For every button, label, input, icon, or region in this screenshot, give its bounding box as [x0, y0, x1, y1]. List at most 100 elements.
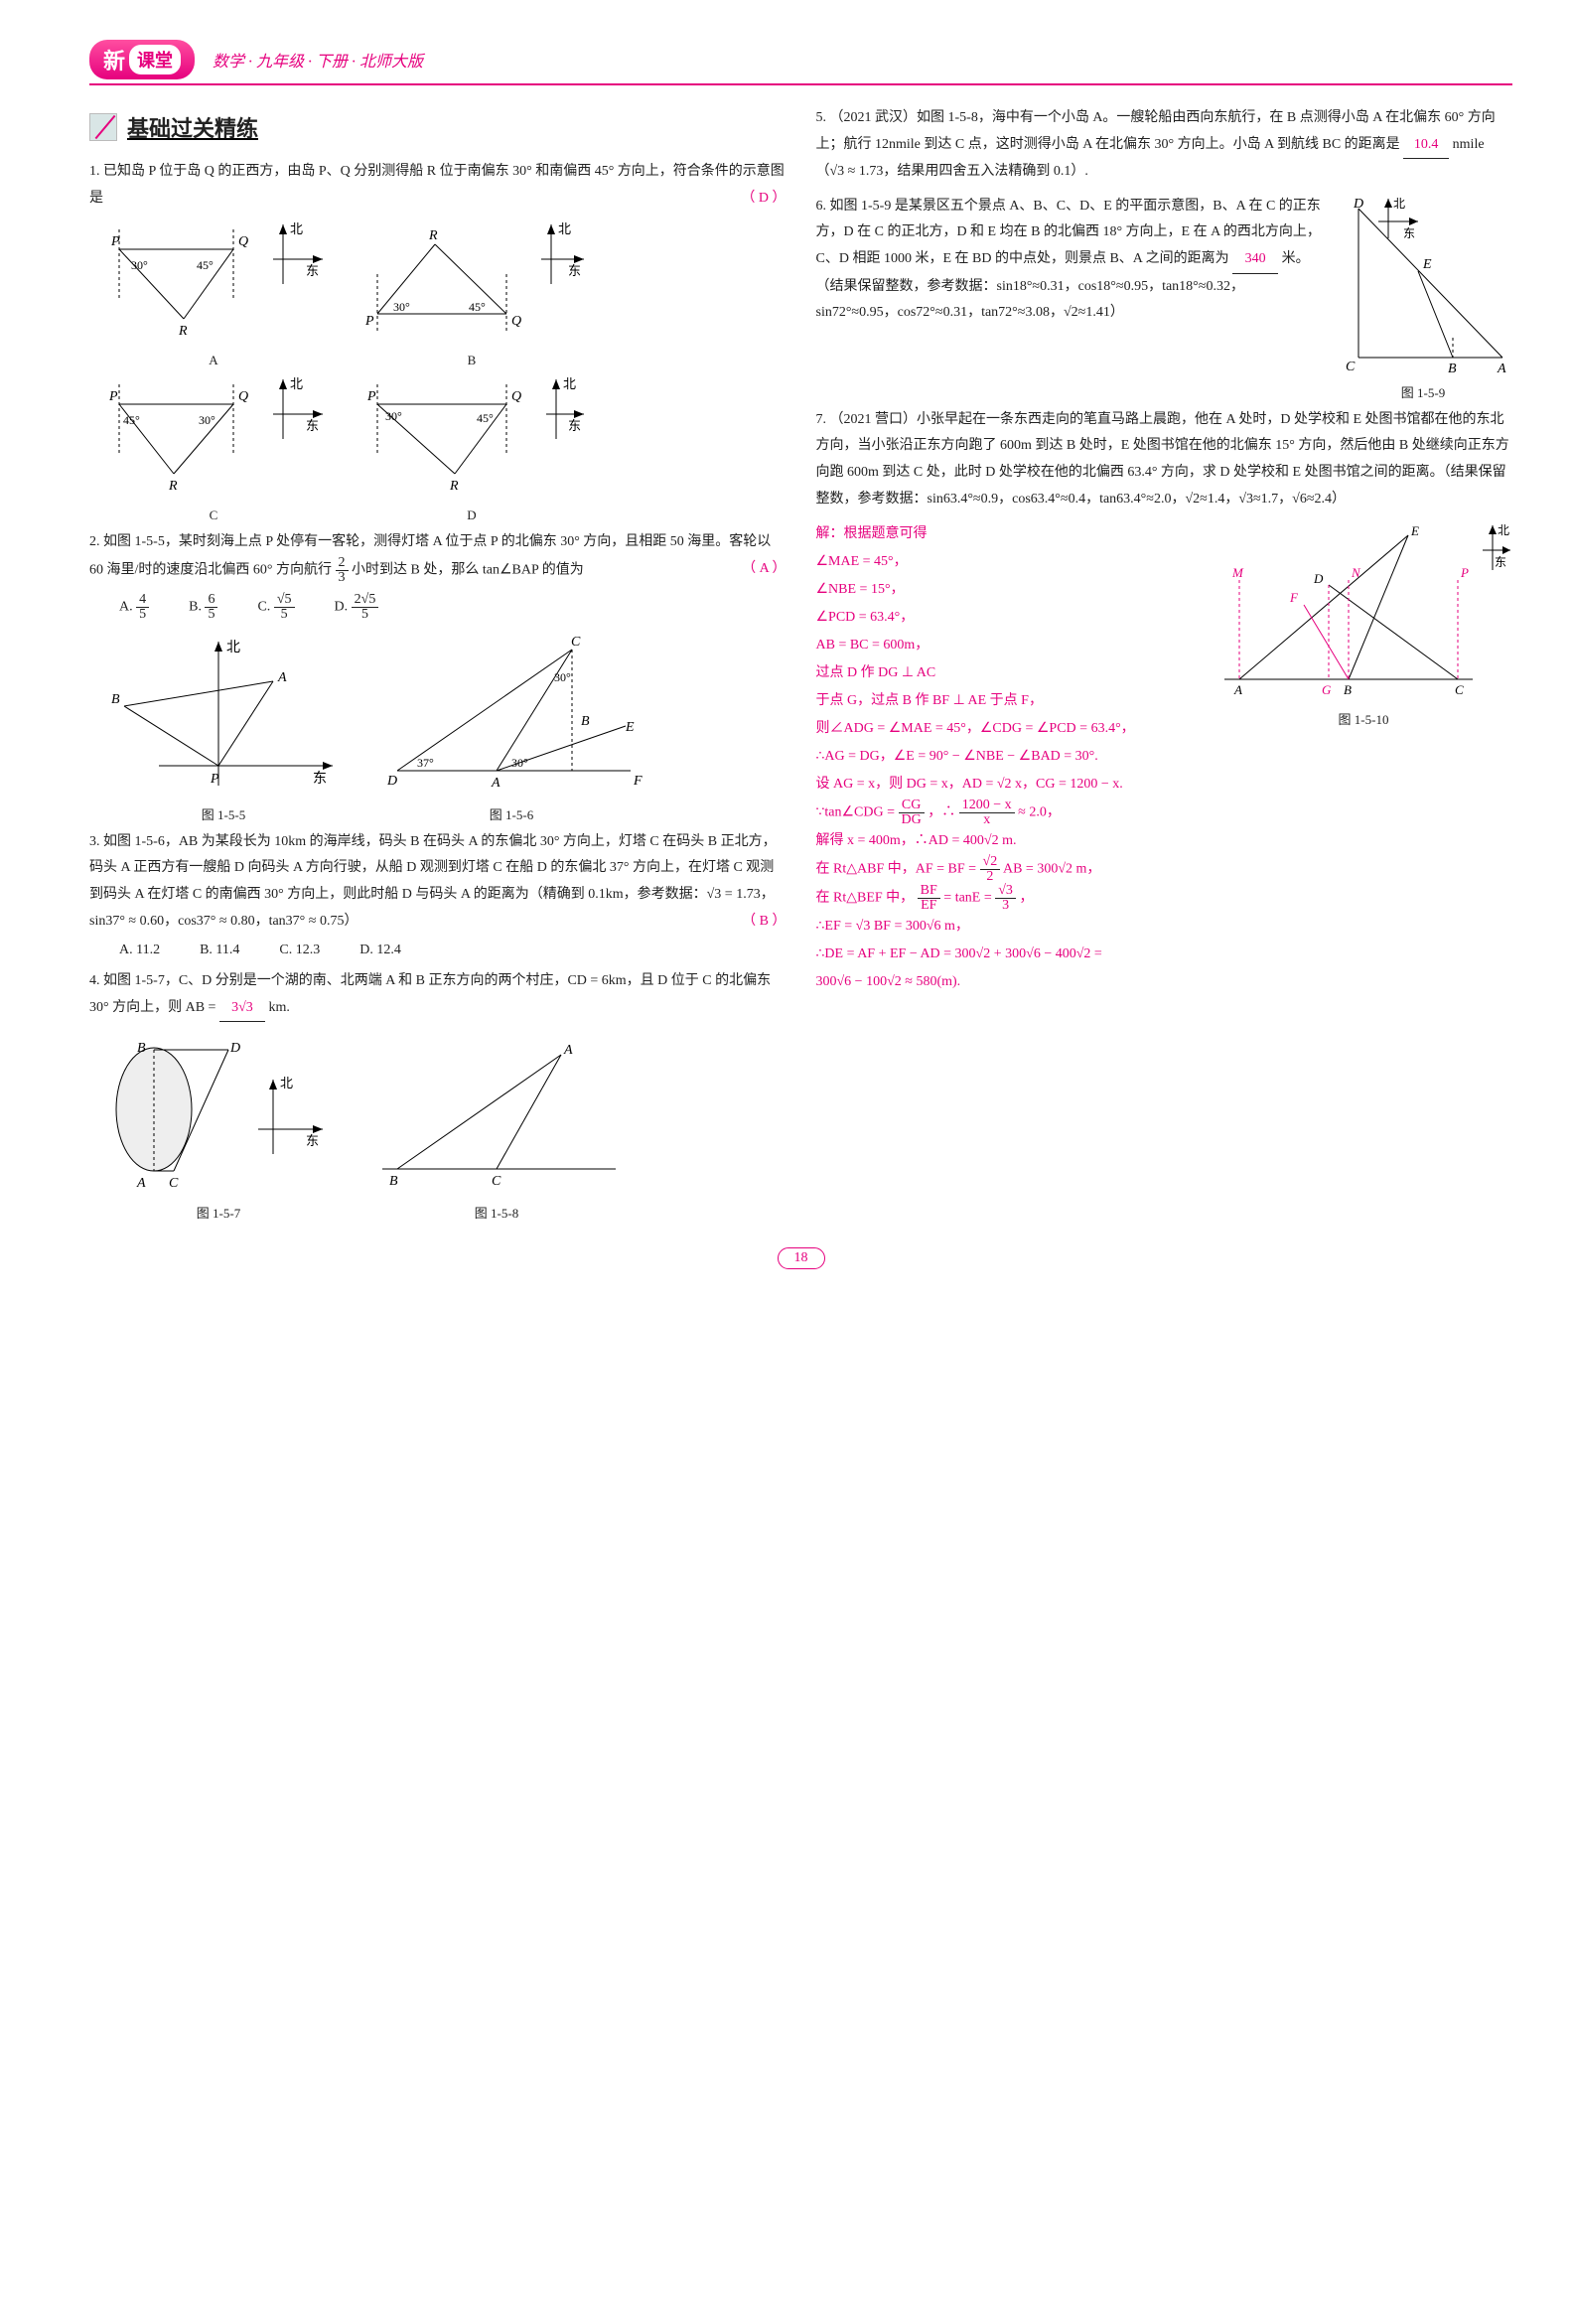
page-number-wrap: 18 [89, 1247, 1512, 1269]
q2-frac: 23 [336, 556, 349, 585]
fig156-svg: D A C B E F 37° 30° 30° [377, 632, 645, 800]
q5-body1: （2021 武汉）如图 1-5-8，海中有一个小岛 A。一艘轮船由西向东航行，在… [816, 110, 1496, 152]
svg-text:30°: 30° [511, 756, 528, 770]
sol-l11: 解得 x = 400m，∴AD = 400√2 m. [816, 827, 1513, 855]
svg-text:东: 东 [568, 418, 581, 433]
svg-text:Q: Q [511, 314, 521, 329]
svg-text:45°: 45° [469, 300, 486, 314]
svg-text:A: A [136, 1176, 146, 1191]
svg-text:北: 北 [1498, 523, 1509, 537]
svg-text:E: E [1410, 523, 1419, 538]
q1-num: 1. [89, 164, 100, 179]
svg-text:F: F [633, 774, 643, 789]
q1-text: 1. 已知岛 P 位于岛 Q 的正西方，由岛 P、Q 分别测得船 R 位于南偏东… [89, 159, 786, 212]
svg-text:C: C [492, 1174, 501, 1189]
q1-svgA: P Q R 30° 45° 北 东 [99, 219, 328, 349]
svg-text:45°: 45° [197, 258, 214, 272]
fig1510: A B C G E D F M N P 北 东 图 1-5 [1215, 520, 1512, 728]
q1-labA: A [209, 353, 217, 368]
svg-text:C: C [169, 1176, 179, 1191]
q4-text: 4. 如图 1-5-7，C、D 分别是一个湖的南、北两端 A 和 B 正东方向的… [89, 968, 786, 1022]
brand-badge: 新 课堂 [89, 40, 195, 79]
q7-text: 7. （2021 营口）小张早起在一条东西走向的笔直马路上晨跑，他在 A 处时，… [816, 407, 1513, 512]
q5-num: 5. [816, 110, 827, 125]
q2-optD: D. 2√55 [335, 593, 379, 622]
q1-labD: D [467, 508, 476, 523]
sol-l12: 在 Rt△ABF 中，AF = BF = √22 AB = 300√2 m， [816, 855, 1513, 884]
sol-l10: ∵tan∠CDG = CGDG ，∴ 1200 − xx ≈ 2.0， [816, 799, 1513, 827]
svg-text:东: 东 [568, 263, 581, 278]
right-column: 5. （2021 武汉）如图 1-5-8，海中有一个小岛 A。一艘轮船由西向东航… [816, 105, 1513, 1228]
svg-text:C: C [1455, 682, 1464, 697]
svg-text:R: R [428, 228, 438, 243]
q2-answer: （ A ） [742, 556, 786, 583]
svg-text:A: A [1233, 682, 1242, 697]
q1-answer: （ D ） [741, 186, 786, 213]
svg-text:北: 北 [280, 1076, 293, 1090]
q4-num: 4. [89, 973, 100, 988]
svg-text:Q: Q [238, 234, 248, 249]
svg-text:R: R [449, 479, 459, 494]
svg-text:B: B [581, 714, 590, 729]
sol-l16: 300√6 − 100√2 ≈ 580(m). [816, 968, 1513, 996]
svg-text:P: P [210, 772, 219, 787]
q7-num: 7. [816, 412, 827, 427]
q2-optC: C. √55 [257, 593, 294, 622]
svg-text:37°: 37° [417, 756, 434, 770]
q3-body: 如图 1-5-6，AB 为某段长为 10km 的海岸线，码头 B 在码头 A 的… [89, 834, 777, 929]
svg-text:P: P [366, 389, 376, 404]
q3-text: 3. 如图 1-5-6，AB 为某段长为 10km 的海岸线，码头 B 在码头 … [89, 829, 786, 935]
sol-l15: ∴DE = AF + EF − AD = 300√2 + 300√6 − 400… [816, 941, 1513, 968]
q3-num: 3. [89, 834, 100, 849]
q3-options: A. 11.2 B. 11.4 C. 12.3 D. 12.4 [119, 943, 786, 958]
q2q3-figures: 北 东 A B P 图 1-5-5 [99, 632, 786, 823]
fig159: C D A B E 北 东 图 1-5-9 [1334, 194, 1512, 401]
svg-text:30°: 30° [554, 670, 571, 684]
q7-body: （2021 营口）小张早起在一条东西走向的笔直马路上晨跑，他在 A 处时，D 处… [816, 412, 1509, 507]
svg-text:东: 东 [1495, 555, 1506, 569]
q4-body: 如图 1-5-7，C、D 分别是一个湖的南、北两端 A 和 B 正东方向的两个村… [89, 973, 771, 1015]
q2-optB: B. 65 [189, 593, 217, 622]
q1-svgD: P Q R 30° 45° 北 东 [357, 374, 586, 504]
fig155-svg: 北 东 A B P [99, 632, 348, 800]
q1-body: 已知岛 P 位于岛 Q 的正西方，由岛 P、Q 分别测得船 R 位于南偏东 30… [89, 164, 785, 206]
section-header: 基础过关精练 [89, 111, 786, 143]
sol-l13: 在 Rt△BEF 中， BFEF = tanE = √33 ， [816, 884, 1513, 913]
svg-text:M: M [1231, 565, 1244, 580]
fig1510-svg: A B C G E D F M N P 北 东 [1215, 520, 1512, 709]
q1-figD: P Q R 30° 45° 北 东 D [357, 374, 586, 523]
svg-text:北: 北 [290, 376, 303, 391]
svg-text:D: D [1313, 571, 1324, 586]
q6-num: 6. [816, 199, 827, 214]
svg-text:B: B [137, 1041, 146, 1056]
fig156: D A C B E F 37° 30° 30° 图 1-5-6 [377, 632, 645, 823]
svg-text:45°: 45° [477, 411, 494, 425]
svg-text:北: 北 [563, 376, 576, 391]
section-title: 基础过关精练 [127, 111, 258, 143]
fig156-cap: 图 1-5-6 [490, 804, 533, 823]
fig159-svg: C D A B E 北 东 [1334, 194, 1512, 382]
q3D: D. 12.4 [359, 943, 401, 958]
svg-text:P: P [108, 389, 118, 404]
pencil-icon [89, 113, 117, 141]
sol-l9: 设 AG = x，则 DG = x，AD = √2 x，CG = 1200 − … [816, 771, 1513, 799]
svg-text:东: 东 [306, 1133, 319, 1148]
fig159-cap: 图 1-5-9 [1334, 382, 1512, 401]
fig157: B A D C 北 东 图 1-5-7 [99, 1030, 338, 1222]
fig157-cap: 图 1-5-7 [197, 1203, 240, 1222]
svg-text:30°: 30° [393, 300, 410, 314]
brand-ketang: 课堂 [129, 45, 181, 74]
q1-figures-row2: P Q R 45° 30° 北 东 C [99, 374, 786, 523]
q4-unit: km. [268, 1000, 289, 1015]
svg-text:N: N [1351, 565, 1361, 580]
q1-figC: P Q R 45° 30° 北 东 C [99, 374, 328, 523]
fig158-svg: B C A [367, 1030, 626, 1199]
fig158: B C A 图 1-5-8 [367, 1030, 626, 1222]
q3A: A. 11.2 [119, 943, 160, 958]
q1-labB: B [468, 353, 477, 368]
svg-text:30°: 30° [199, 413, 215, 427]
svg-text:A: A [563, 1043, 573, 1058]
svg-text:B: B [389, 1174, 398, 1189]
svg-text:G: G [1322, 682, 1332, 697]
fig155: 北 东 A B P 图 1-5-5 [99, 632, 348, 823]
